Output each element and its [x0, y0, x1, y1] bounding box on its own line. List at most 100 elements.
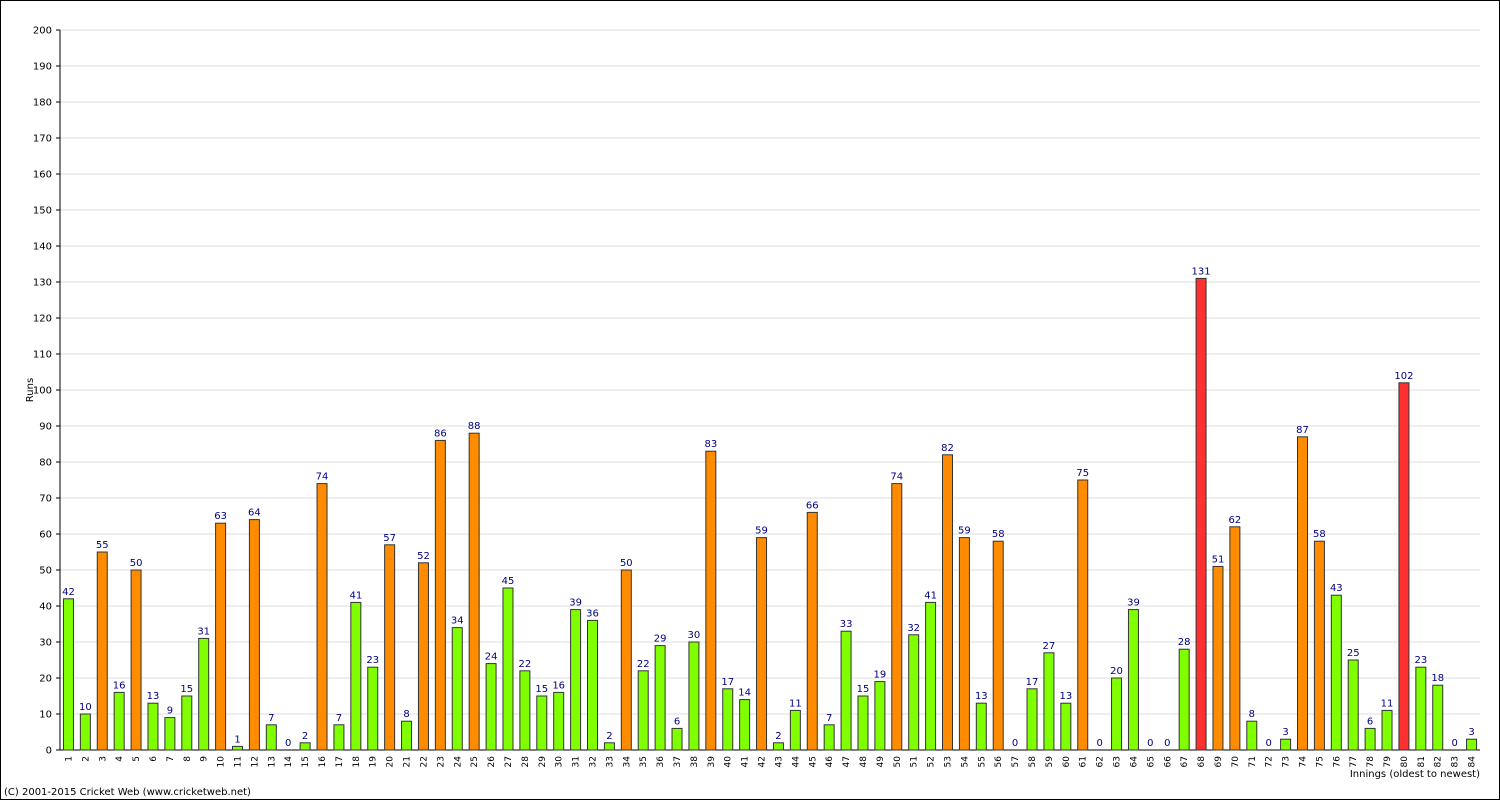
value-label: 131 — [1192, 266, 1211, 277]
bar — [417, 562, 429, 751]
x-tick-label: 36 — [656, 756, 666, 768]
x-tick-label: 34 — [622, 756, 632, 768]
bar — [367, 666, 379, 751]
bar — [265, 724, 277, 751]
bar — [384, 544, 396, 751]
bar — [164, 717, 176, 751]
y-tick-label: 180 — [33, 98, 52, 109]
value-label: 62 — [1229, 515, 1242, 526]
value-label: 15 — [180, 684, 193, 695]
bar — [992, 540, 1004, 751]
bar — [350, 601, 362, 751]
bar — [333, 724, 345, 751]
x-tick-label: 15 — [301, 756, 311, 767]
value-label: 18 — [1431, 673, 1444, 684]
x-tick-label: 48 — [859, 756, 869, 768]
y-tick-label: 190 — [33, 62, 52, 73]
value-label: 0 — [1451, 738, 1457, 749]
value-label: 2 — [302, 731, 308, 742]
value-label: 66 — [806, 500, 819, 511]
x-tick-label: 54 — [960, 756, 970, 768]
value-label: 13 — [147, 691, 160, 702]
bar — [1246, 720, 1258, 751]
bar — [874, 681, 886, 751]
value-label: 74 — [316, 472, 329, 483]
value-label: 0 — [1147, 738, 1153, 749]
bar — [772, 742, 784, 751]
x-tick-label: 11 — [234, 756, 244, 767]
x-axis-label: Innings (oldest to newest) — [1350, 769, 1480, 780]
x-tick-label: 27 — [504, 756, 514, 767]
bar — [823, 724, 835, 751]
x-tick-label: 3 — [98, 756, 108, 762]
value-label: 88 — [468, 421, 481, 432]
bar — [147, 702, 159, 751]
x-tick-label: 9 — [200, 756, 210, 762]
value-label: 58 — [1313, 529, 1326, 540]
y-tick-label: 50 — [39, 566, 52, 577]
x-tick-label: 64 — [1129, 756, 1139, 768]
bar — [840, 630, 852, 751]
bar — [1212, 565, 1224, 751]
x-tick-label: 16 — [318, 756, 328, 768]
value-label: 23 — [1414, 655, 1427, 666]
value-label: 39 — [569, 598, 582, 609]
y-tick-label: 110 — [33, 350, 52, 361]
y-tick-label: 20 — [39, 674, 52, 685]
x-tick-label: 20 — [386, 756, 396, 768]
x-tick-label: 7 — [166, 756, 176, 762]
x-tick-label: 19 — [369, 756, 379, 768]
value-label: 14 — [738, 688, 751, 699]
bar — [316, 483, 328, 751]
x-tick-label: 44 — [791, 756, 801, 768]
y-tick-label: 100 — [33, 386, 52, 397]
x-tick-label: 50 — [893, 756, 903, 768]
value-label: 0 — [1012, 738, 1018, 749]
value-label: 23 — [366, 655, 379, 666]
bar — [1178, 648, 1190, 751]
x-tick-label: 25 — [470, 756, 480, 767]
bar — [603, 742, 615, 751]
x-tick-label: 57 — [1011, 756, 1021, 767]
bar — [857, 695, 869, 751]
value-label: 87 — [1296, 425, 1309, 436]
x-tick-label: 75 — [1315, 756, 1325, 767]
x-tick-label: 22 — [419, 756, 429, 767]
x-tick-label: 14 — [284, 756, 294, 768]
x-tick-label: 23 — [436, 756, 446, 767]
bar — [232, 745, 243, 751]
value-label: 64 — [248, 508, 261, 519]
x-tick-label: 65 — [1146, 756, 1156, 767]
value-label: 59 — [958, 526, 971, 537]
value-label: 30 — [688, 630, 701, 641]
bar — [1381, 709, 1393, 751]
bar — [739, 699, 751, 751]
y-tick-label: 0 — [46, 746, 52, 757]
x-tick-label: 33 — [605, 756, 615, 767]
value-label: 27 — [1043, 641, 1056, 652]
value-label: 102 — [1394, 371, 1413, 382]
x-tick-label: 81 — [1417, 756, 1427, 767]
bar — [722, 688, 734, 751]
value-label: 3 — [1282, 727, 1288, 738]
y-tick-label: 90 — [39, 422, 52, 433]
bar — [434, 439, 446, 751]
value-label: 25 — [1347, 648, 1360, 659]
value-label: 50 — [130, 558, 143, 569]
x-tick-label: 10 — [217, 756, 227, 768]
x-tick-label: 38 — [690, 756, 700, 768]
bar — [1466, 738, 1478, 751]
x-tick-label: 80 — [1400, 756, 1410, 768]
value-label: 63 — [214, 511, 227, 522]
x-tick-label: 4 — [115, 756, 125, 762]
value-label: 16 — [113, 680, 126, 691]
x-tick-label: 61 — [1079, 756, 1089, 767]
value-label: 0 — [1266, 738, 1272, 749]
bar — [958, 537, 970, 751]
value-label: 86 — [434, 428, 447, 439]
bar — [502, 587, 514, 751]
value-label: 3 — [1468, 727, 1474, 738]
value-label: 6 — [1367, 716, 1373, 727]
bar — [113, 691, 125, 751]
x-tick-label: 74 — [1299, 756, 1309, 768]
